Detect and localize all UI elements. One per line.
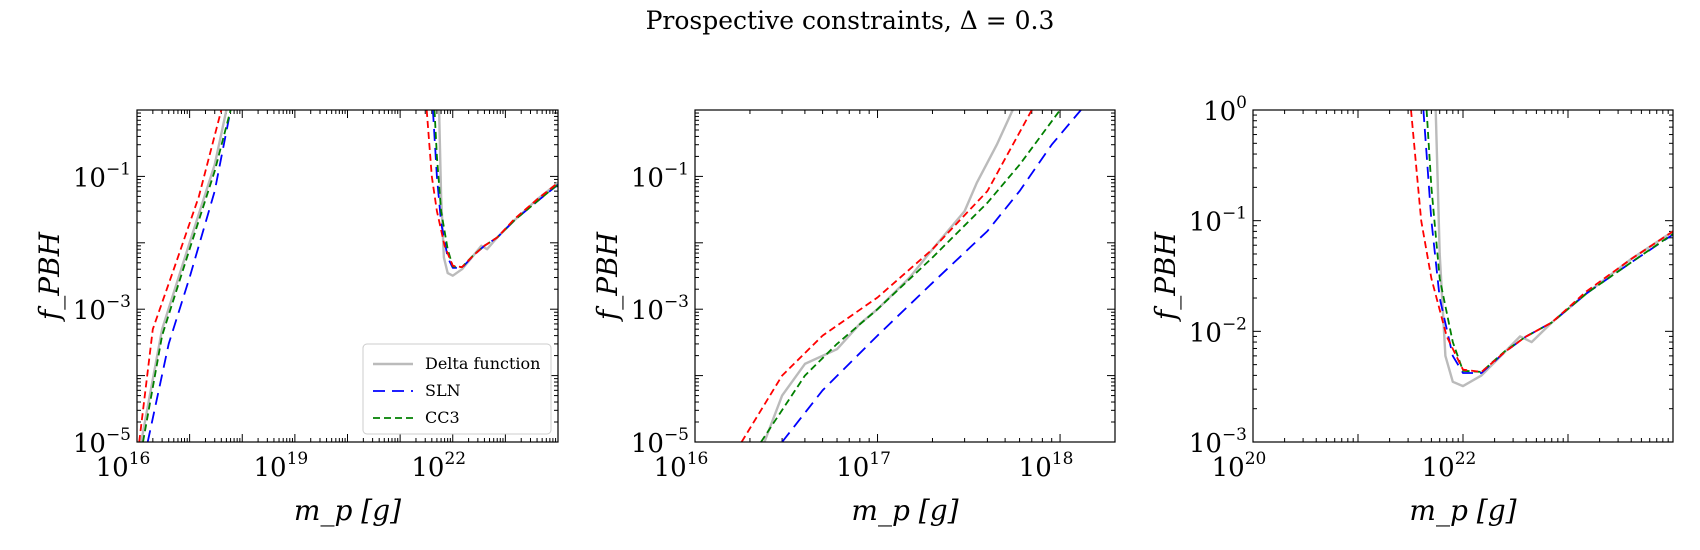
y-tick-label: 10−1 — [1189, 204, 1247, 238]
tick-base: 10 — [631, 296, 664, 326]
tick-exponent: −1 — [664, 159, 689, 179]
tick-base: 10 — [411, 453, 444, 483]
x-axis-label: m_p [g] — [1409, 494, 1516, 527]
series-lines — [1410, 110, 1673, 388]
cc3-line — [1425, 110, 1673, 373]
cc3-line — [142, 110, 232, 442]
sln-line — [781, 110, 1082, 442]
x-tick-label: 1016 — [654, 449, 709, 483]
tick-base: 10 — [1212, 453, 1245, 483]
axis-ticks — [694, 110, 1116, 443]
x-axis-label: m_p [g] — [294, 494, 401, 527]
delta-function-line — [437, 110, 558, 277]
legend-box — [362, 343, 552, 435]
tick-exponent: 19 — [287, 449, 309, 469]
tick-base: 10 — [654, 453, 687, 483]
plot-frame — [1252, 109, 1674, 443]
tick-base: 10 — [73, 163, 106, 193]
tick-exponent: 16 — [129, 449, 151, 469]
delta-function-line — [140, 110, 228, 442]
sln-line — [146, 110, 232, 442]
y-tick-label: 10−1 — [73, 159, 131, 193]
tick-base: 10 — [1189, 429, 1222, 459]
plot-frame — [136, 109, 559, 443]
x-tick-label: 1020 — [1212, 449, 1267, 483]
cc3-line — [760, 110, 1061, 442]
tick-exponent: −3 — [664, 292, 689, 312]
delta-function-line — [763, 110, 1014, 442]
x-axis-label: m_p [g] — [851, 494, 958, 527]
red-dashed-line — [740, 110, 1033, 442]
y-tick-label: 10−1 — [631, 159, 689, 193]
legend-label: SLN — [425, 381, 461, 400]
tick-base: 10 — [1422, 453, 1455, 483]
legend-label: CC3 — [425, 408, 460, 427]
y-tick-label: 10−2 — [1189, 314, 1247, 348]
y-axis-label: f_PBH — [33, 231, 66, 322]
tick-base: 10 — [1203, 97, 1236, 127]
y-axis-label: f_PBH — [591, 231, 624, 322]
sln-line — [1422, 110, 1673, 374]
legend-label: Delta function — [425, 354, 540, 373]
tick-base: 10 — [836, 453, 869, 483]
series-lines — [138, 110, 558, 442]
red-dashed-line — [1410, 110, 1673, 373]
tick-base: 10 — [254, 453, 287, 483]
tick-base: 10 — [1019, 453, 1052, 483]
tick-exponent: 22 — [1455, 449, 1477, 469]
y-tick-label: 10−3 — [631, 292, 689, 326]
y-tick-label: 10−5 — [73, 425, 131, 459]
y-tick-label: 10−3 — [73, 292, 131, 326]
tick-base: 10 — [631, 429, 664, 459]
tick-exponent: 0 — [1236, 93, 1247, 113]
plot-frame — [694, 109, 1116, 443]
tick-exponent: 17 — [869, 449, 891, 469]
y-tick-label: 10−5 — [631, 425, 689, 459]
axis-ticks — [1252, 110, 1673, 443]
tick-base: 10 — [1189, 318, 1222, 348]
tick-exponent: −5 — [106, 425, 131, 445]
x-tick-label: 1022 — [1422, 449, 1477, 483]
y-tick-label: 10−3 — [1189, 425, 1247, 459]
y-tick-label: 100 — [1203, 93, 1247, 127]
tick-base: 10 — [96, 453, 129, 483]
x-tick-label: 1019 — [254, 449, 309, 483]
delta-function-line — [1434, 110, 1673, 388]
tick-exponent: −3 — [106, 292, 131, 312]
tick-base: 10 — [73, 429, 106, 459]
tick-base: 10 — [631, 163, 664, 193]
tick-exponent: −1 — [106, 159, 131, 179]
x-tick-label: 1022 — [411, 449, 466, 483]
tick-exponent: 16 — [687, 449, 709, 469]
tick-exponent: −3 — [1222, 425, 1247, 445]
figure-title: Prospective constraints, Δ = 0.3 — [645, 6, 1055, 35]
x-tick-label: 1017 — [836, 449, 891, 483]
sln-line — [432, 110, 558, 269]
tick-exponent: 18 — [1052, 449, 1074, 469]
tick-exponent: −5 — [664, 425, 689, 445]
tick-exponent: 20 — [1245, 449, 1267, 469]
tick-base: 10 — [73, 296, 106, 326]
x-tick-label: 1018 — [1019, 449, 1074, 483]
red-dashed-line — [138, 110, 223, 442]
tick-base: 10 — [1189, 208, 1222, 238]
series-lines — [740, 110, 1082, 442]
red-dashed-line — [425, 110, 558, 269]
tick-exponent: −2 — [1222, 314, 1247, 334]
legend: Delta function SLN CC3 — [362, 343, 552, 435]
y-axis-label: f_PBH — [1149, 231, 1182, 322]
tick-exponent: −1 — [1222, 204, 1247, 224]
x-tick-label: 1016 — [96, 449, 151, 483]
tick-exponent: 22 — [444, 449, 466, 469]
cc3-line — [433, 110, 558, 269]
